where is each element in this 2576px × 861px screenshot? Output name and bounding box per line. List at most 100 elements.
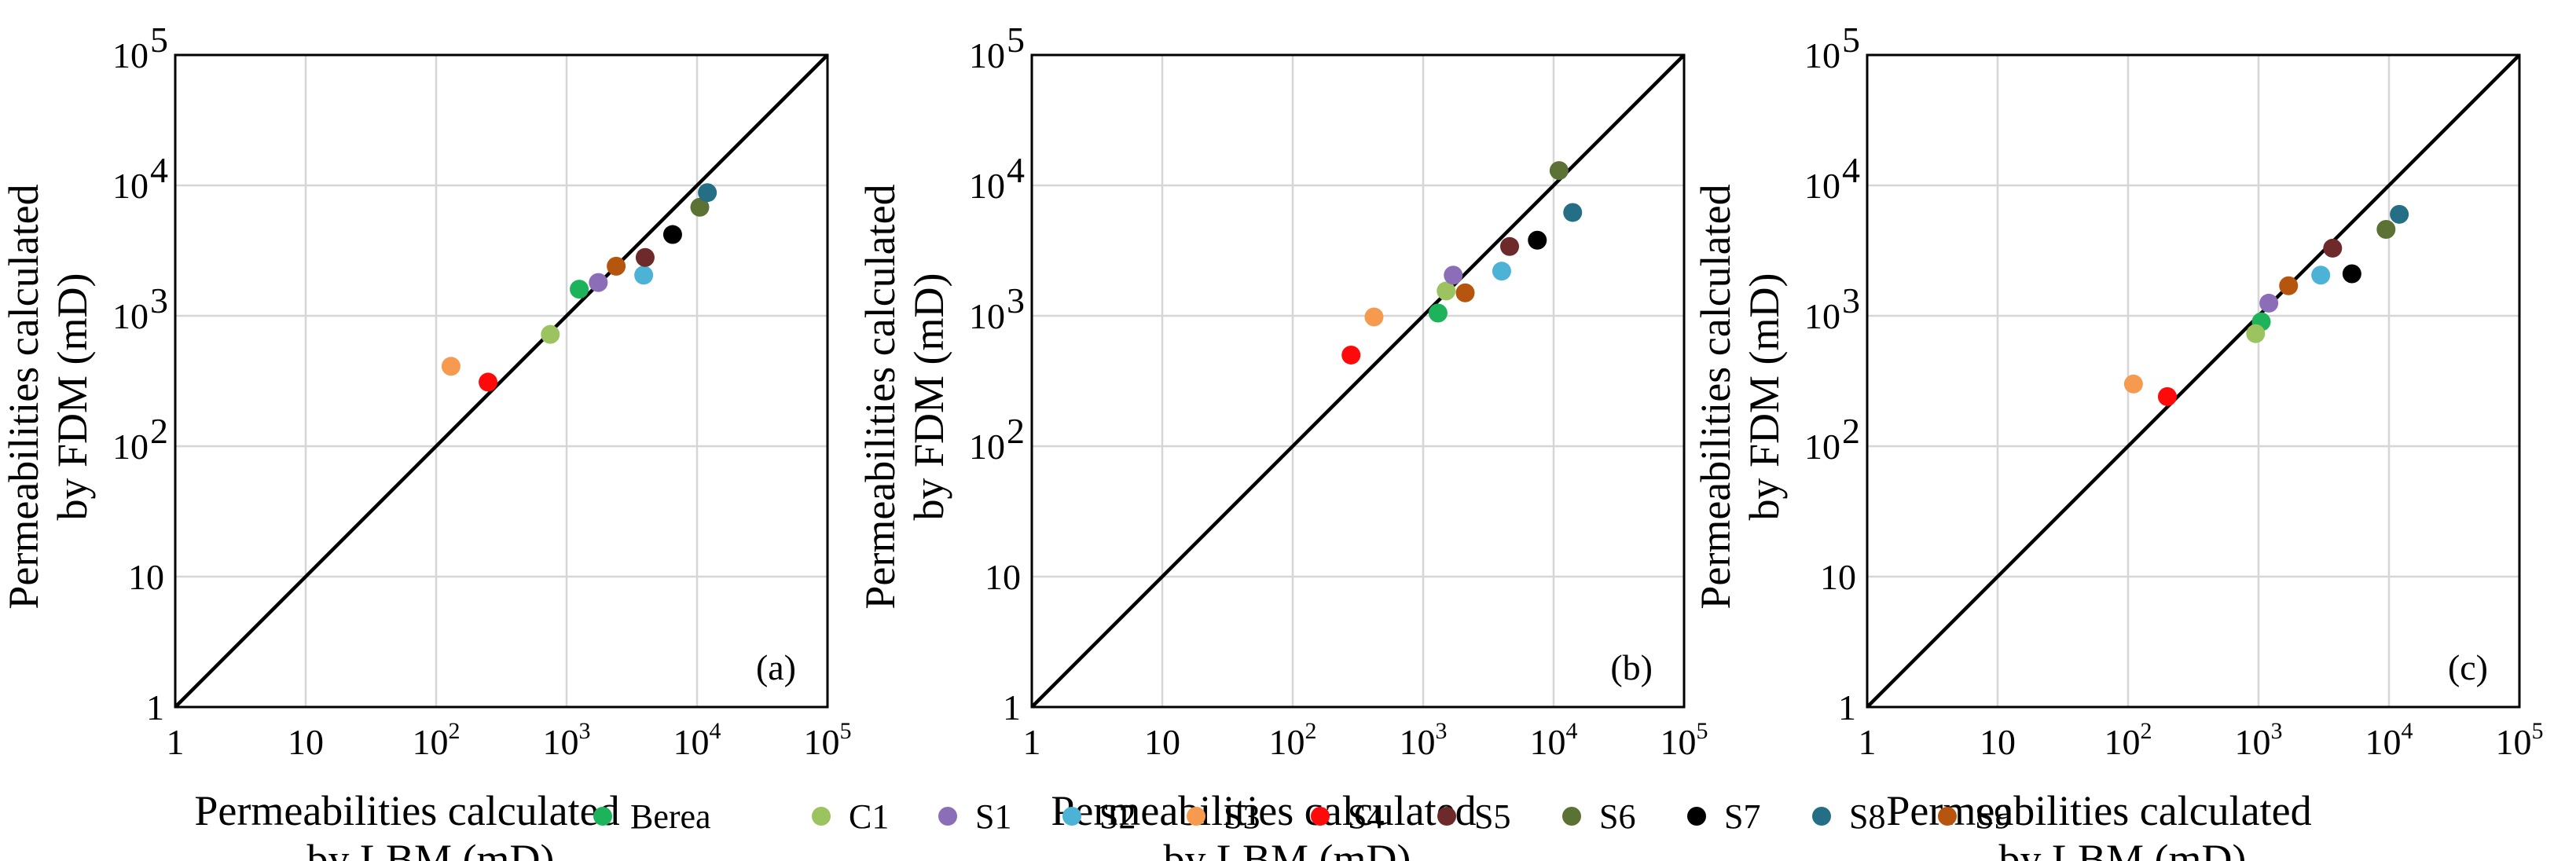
legend-marker-c1 xyxy=(812,807,831,826)
data-point-s1 xyxy=(2259,293,2279,313)
x-tick-label: 10 xyxy=(1980,722,2016,762)
data-point-s5 xyxy=(2323,238,2343,258)
legend: Berea C1 S1 S2 S3 S4 S5 S6 S7 S8 S9 xyxy=(593,797,2011,836)
y-tick-label: 10 xyxy=(969,296,1005,336)
x-tick-label: 104 xyxy=(2365,718,2413,762)
x-tick-label: 1 xyxy=(1859,722,1877,762)
x-tick-exponent: 5 xyxy=(1697,718,1708,744)
x-tick-label: 103 xyxy=(543,718,591,762)
y-tick-label: 10 xyxy=(985,557,1021,597)
y-tick-exponent: 5 xyxy=(1007,20,1025,60)
x-tick-exponent: 2 xyxy=(2141,718,2152,744)
x-tick-exponent: 5 xyxy=(840,718,852,744)
y-tick-exponent: 3 xyxy=(1842,280,1860,321)
legend-label-s3: S3 xyxy=(1224,797,1260,836)
x-tick-label: 104 xyxy=(673,718,721,762)
y-tick-label: 10 xyxy=(969,166,1005,206)
legend-marker-s1 xyxy=(938,807,957,826)
y-axis-label: Permeabilities calculated xyxy=(0,184,47,609)
y-tick-label: 1 xyxy=(1003,687,1021,727)
y-tick-label: 10 xyxy=(128,557,164,597)
reference-line xyxy=(1866,53,2521,709)
y-axis-label: Permeabilities calculated xyxy=(1692,184,1739,609)
data-point-s9 xyxy=(2279,276,2299,295)
y-axis-label: by FDM (mD) xyxy=(1741,273,1788,520)
x-tick-label: 1 xyxy=(1023,722,1041,762)
panel-label: (b) xyxy=(1610,647,1653,687)
data-point-berea xyxy=(1428,303,1448,323)
x-tick-label: 105 xyxy=(1660,718,1708,762)
plot-frame xyxy=(174,53,829,709)
data-point-s8 xyxy=(2390,204,2409,224)
legend-label-s6: S6 xyxy=(1599,797,1635,836)
data-point-berea xyxy=(570,280,589,299)
data-point-s5 xyxy=(635,247,655,267)
legend-label-s9: S9 xyxy=(1975,797,2011,836)
y-tick-exponent: 5 xyxy=(1842,20,1860,60)
y-tick-label: 10 xyxy=(1820,557,1856,597)
y-tick-exponent: 2 xyxy=(1842,411,1860,451)
x-tick-label: 10 xyxy=(1144,722,1180,762)
x-tick-label: 105 xyxy=(2496,718,2544,762)
y-tick-exponent: 4 xyxy=(1842,150,1860,190)
reference-line xyxy=(1030,53,1686,709)
x-tick-label: 103 xyxy=(2235,718,2283,762)
panel-label: (c) xyxy=(2448,647,2488,687)
data-point-s7 xyxy=(2342,264,2361,284)
legend-label-s7: S7 xyxy=(1724,797,1760,836)
x-axis-label: Permeabilities calculated xyxy=(1051,787,1476,834)
x-tick-label: 10 xyxy=(288,722,324,762)
y-tick-exponent: 4 xyxy=(150,150,168,190)
data-point-s6 xyxy=(690,197,710,217)
data-point-s6 xyxy=(2376,219,2396,239)
y-tick-label: 10 xyxy=(1804,427,1840,467)
legend-label-s1: S1 xyxy=(975,797,1011,836)
data-point-s4 xyxy=(1341,345,1361,365)
data-point-s8 xyxy=(698,183,717,203)
data-point-s1 xyxy=(1444,266,1463,285)
y-tick-label: 10 xyxy=(1804,35,1840,75)
y-tick-exponent: 3 xyxy=(1007,280,1025,321)
legend-marker-s5 xyxy=(1437,807,1456,826)
data-point-s2 xyxy=(634,266,654,285)
data-point-s4 xyxy=(2157,387,2177,406)
reference-line xyxy=(174,53,829,709)
y-tick-exponent: 5 xyxy=(150,20,168,60)
legend-marker-s4 xyxy=(1311,807,1330,826)
x-tick-label: 102 xyxy=(413,718,461,762)
x-tick-exponent: 2 xyxy=(1305,718,1317,744)
x-tick-exponent: 5 xyxy=(2532,718,2544,744)
y-tick-exponent: 3 xyxy=(150,280,168,321)
x-tick-exponent: 3 xyxy=(2271,718,2283,744)
plot-frame xyxy=(1866,53,2521,709)
y-tick-label: 10 xyxy=(112,35,149,75)
x-axis-label: by LBM (mD) xyxy=(307,836,555,861)
legend-marker-berea xyxy=(593,807,612,826)
x-axis-label: Permeabilities calculated xyxy=(194,787,619,834)
y-axis-label: by FDM (mD) xyxy=(49,273,96,520)
x-tick-label: 102 xyxy=(2104,718,2152,762)
x-tick-label: 104 xyxy=(1530,718,1578,762)
y-tick-label: 10 xyxy=(1804,296,1840,336)
data-point-c1 xyxy=(541,324,560,344)
legend-marker-s8 xyxy=(1812,807,1831,826)
data-point-s3 xyxy=(1364,307,1384,327)
plot-frame xyxy=(1030,53,1686,709)
x-tick-exponent: 4 xyxy=(710,718,721,744)
x-tick-label: 102 xyxy=(1269,718,1317,762)
y-tick-label: 10 xyxy=(969,427,1005,467)
x-tick-exponent: 3 xyxy=(1436,718,1448,744)
y-axis-label: Permeabilities calculated xyxy=(857,184,904,609)
data-point-s8 xyxy=(1563,203,1583,222)
x-tick-exponent: 4 xyxy=(1566,718,1578,744)
data-point-s2 xyxy=(1492,262,1511,281)
legend-label-berea: Berea xyxy=(630,797,711,836)
legend-marker-s7 xyxy=(1687,807,1706,826)
data-point-s4 xyxy=(479,372,498,392)
data-point-s5 xyxy=(1500,236,1520,256)
legend-marker-s2 xyxy=(1062,807,1081,826)
legend-label-s4: S4 xyxy=(1348,797,1384,836)
